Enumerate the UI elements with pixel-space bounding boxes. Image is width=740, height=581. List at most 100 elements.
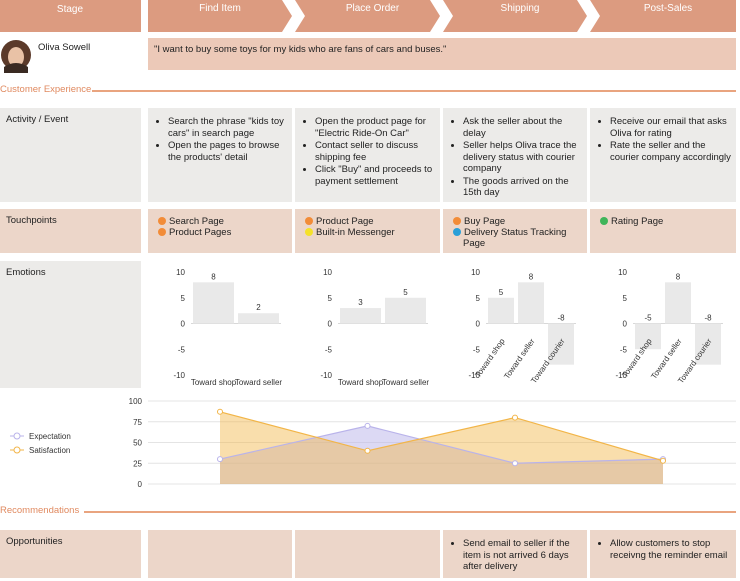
- emotion-chart: -10 -5 0 5 10 8 Toward shop 2 Toward seller: [173, 268, 282, 387]
- emotion-chart: -10 -5 0 5 10 3 Toward shop 5 Toward seller: [320, 268, 429, 387]
- y-tick-label: 0: [623, 320, 628, 329]
- value-label: 8: [676, 272, 681, 281]
- cell: Allow customers to stop receivng the rem…: [590, 530, 736, 578]
- point: [217, 456, 223, 463]
- bar: [238, 313, 279, 324]
- section-rule: [84, 511, 736, 513]
- x-tick-label: Toward shop: [338, 378, 384, 387]
- x-tick-label: Toward seller: [502, 337, 537, 381]
- legend-marker: [13, 446, 21, 454]
- stage-header: Stage Find Item Place Order Shipping Post-S…: [0, 0, 736, 32]
- row-label-box: Emotions: [0, 261, 141, 388]
- y-tick-label: -5: [620, 345, 628, 354]
- row-label-box: Touchpoints: [0, 209, 141, 253]
- point: [660, 457, 666, 464]
- bar: [695, 323, 721, 365]
- bullet-item: Open the product page for "Electric Ride…: [315, 116, 436, 139]
- y-tick-label: 10: [471, 268, 480, 277]
- y-tick-label: 5: [476, 294, 481, 303]
- bullet-item: Click "Buy" and proceeds to payment sett…: [315, 164, 436, 187]
- value-label: 3: [358, 298, 363, 307]
- point: [512, 460, 518, 467]
- y-tick-label: 25: [133, 459, 142, 468]
- row-label-box: Activity / Event: [0, 108, 141, 202]
- series-line: [219, 425, 664, 464]
- row-label: Activity / Event: [6, 114, 69, 125]
- touchpoint-list: Product Page Built-in Messenger: [305, 216, 436, 238]
- touchpoint: Built-in Messenger: [305, 227, 436, 238]
- y-tick-label: 5: [328, 294, 333, 303]
- y-tick-label: 0: [181, 320, 186, 329]
- bullet-list: Receive our email that asks Oliva for ra…: [590, 116, 736, 164]
- touchpoint-list: Rating Page: [600, 216, 732, 227]
- bar: [518, 282, 544, 324]
- bullet-item: Rate the seller and the courier company …: [610, 140, 732, 163]
- y-tick-label: -5: [178, 345, 186, 354]
- touchpoint-text: Search Page: [169, 216, 224, 227]
- cell: Open the product page for "Electric Ride…: [295, 108, 440, 202]
- bar: [548, 323, 574, 365]
- y-tick-label: 5: [623, 294, 628, 303]
- legend-label: Expectation: [29, 432, 71, 441]
- touchpoint-text: Delivery Status Tracking Page: [463, 227, 567, 249]
- value-label: -8: [704, 314, 712, 323]
- y-tick-label: 10: [323, 268, 332, 277]
- legend-label: Satisfaction: [29, 446, 70, 455]
- value-label: 8: [529, 272, 534, 281]
- bar: [340, 308, 381, 324]
- bullet-item: The goods arrived on the 15th day: [463, 176, 583, 199]
- stage-chevron: [590, 0, 736, 32]
- touchpoint-dot: [453, 228, 461, 236]
- touchpoint-text: Product Pages: [169, 227, 232, 238]
- touchpoint-dot: [158, 228, 166, 236]
- stage-chevron: [148, 0, 292, 32]
- bar: [488, 297, 514, 324]
- satisfaction-chart: 0 25 50 75 100 Expectation Satisfaction: [10, 397, 736, 489]
- y-tick-label: 10: [176, 268, 185, 277]
- bar: [193, 282, 234, 324]
- touchpoint-dot: [453, 217, 461, 225]
- stage-chevron: [443, 0, 587, 32]
- touchpoint-dot: [305, 228, 313, 236]
- bullet-item: Contact seller to discuss shipping fee: [315, 140, 436, 163]
- bullet-item: Ask the seller about the delay: [463, 116, 583, 139]
- touchpoint-text: Built-in Messenger: [316, 227, 395, 238]
- cell: [295, 530, 440, 578]
- y-tick-label: 0: [138, 480, 143, 489]
- point: [364, 447, 371, 454]
- touchpoint: Search Page: [158, 216, 288, 227]
- touchpoint-dot: [600, 217, 608, 225]
- cell: Ask the seller about the delaySeller hel…: [443, 108, 587, 202]
- row-label: Touchpoints: [6, 215, 57, 226]
- y-tick-label: -5: [325, 345, 333, 354]
- bullet-item: Open the pages to browse the products' d…: [168, 140, 288, 163]
- y-tick-label: 0: [476, 320, 481, 329]
- bullet-list: Ask the seller about the delaySeller hel…: [443, 116, 587, 200]
- value-label: 5: [403, 288, 408, 297]
- bullet-item: Receive our email that asks Oliva for ra…: [610, 116, 732, 139]
- y-tick-label: 100: [129, 397, 143, 406]
- touchpoint-dot: [305, 217, 313, 225]
- cell: Search the phrase "kids toy cars" in sea…: [148, 108, 292, 202]
- bullet-list: Open the product page for "Electric Ride…: [295, 116, 440, 188]
- cell: Search Page Product Pages: [148, 209, 292, 253]
- stage-name: Shipping: [501, 3, 540, 14]
- persona-quote: "I want to buy some toys for my kids who…: [148, 38, 736, 70]
- touchpoint: Product Page: [305, 216, 436, 227]
- stage-name: Find Item: [199, 3, 241, 14]
- y-tick-label: -10: [320, 371, 332, 380]
- bullet-item: Search the phrase "kids toy cars" in sea…: [168, 116, 288, 139]
- y-tick-label: 10: [618, 268, 627, 277]
- y-tick-label: -5: [473, 345, 481, 354]
- x-tick-label: Toward shop: [191, 378, 237, 387]
- bullet-item: Send email to seller if the item is not …: [463, 538, 583, 573]
- series-line: [219, 411, 664, 462]
- touchpoint: Product Pages: [158, 227, 288, 238]
- x-tick-label: Toward shop: [473, 337, 507, 380]
- stage-name: Place Order: [346, 3, 400, 14]
- cell: Buy Page Delivery Status Tracking Page: [443, 209, 587, 253]
- x-tick-label: Toward seller: [235, 378, 282, 387]
- point: [364, 422, 371, 429]
- touchpoint-list: Buy Page Delivery Status Tracking Page: [453, 216, 583, 249]
